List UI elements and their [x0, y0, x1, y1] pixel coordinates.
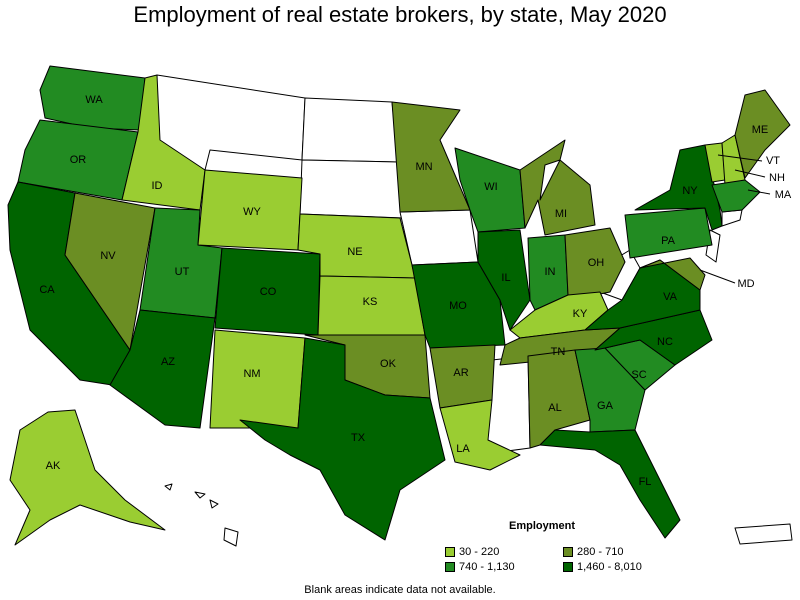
label-TX: TX	[351, 432, 366, 444]
state-HI	[164, 483, 239, 547]
state-MI	[519, 139, 596, 236]
label-GA: GA	[597, 400, 614, 412]
label-OK: OK	[380, 358, 397, 370]
label-MA: MA	[775, 189, 792, 201]
label-NC: NC	[657, 336, 673, 348]
label-KS: KS	[363, 296, 378, 308]
label-NV: NV	[100, 250, 116, 262]
label-VA: VA	[663, 291, 678, 303]
footnote: Blank areas indicate data not available.	[304, 584, 496, 596]
state-ME	[734, 89, 791, 179]
label-IL: IL	[501, 272, 510, 284]
label-PA: PA	[661, 235, 676, 247]
label-AL: AL	[548, 402, 561, 414]
legend-item-4: 1,460 - 8,010	[563, 561, 642, 573]
label-WA: WA	[85, 94, 103, 106]
label-LA: LA	[456, 443, 470, 455]
label-VT: VT	[766, 155, 780, 167]
label-SC: SC	[631, 369, 646, 381]
label-NY: NY	[682, 185, 698, 197]
callout-line-VT	[717, 154, 763, 162]
state-OR	[17, 119, 139, 201]
state-AK	[9, 409, 166, 546]
state-LA	[439, 399, 521, 471]
state-MN	[391, 101, 471, 213]
map-title: Employment of real estate brokers, by st…	[133, 2, 667, 27]
state-FL	[539, 429, 681, 539]
legend-swatch-4	[563, 562, 573, 572]
label-CA: CA	[39, 284, 55, 296]
label-ME: ME	[752, 124, 769, 136]
legend-item-3: 740 - 1,130	[445, 561, 515, 573]
legend: Employment 30 - 220 280 - 710 740 - 1,13…	[445, 518, 665, 574]
label-OR: OR	[70, 154, 87, 166]
label-MO: MO	[449, 300, 467, 312]
label-KY: KY	[573, 308, 588, 320]
label-ID: ID	[152, 180, 163, 192]
label-MN: MN	[415, 161, 432, 173]
state-NY	[634, 144, 723, 231]
state-ID	[121, 74, 206, 211]
state-ND	[301, 97, 399, 163]
legend-swatch-2	[563, 547, 573, 557]
state-IA	[399, 209, 479, 266]
legend-label-4: 1,460 - 8,010	[577, 561, 642, 573]
label-AR: AR	[453, 367, 468, 379]
label-FL: FL	[639, 476, 652, 488]
label-TN: TN	[551, 346, 566, 358]
label-UT: UT	[175, 266, 190, 278]
label-NE: NE	[347, 246, 362, 258]
label-NH: NH	[769, 172, 785, 184]
legend-swatch-1	[445, 547, 455, 557]
label-NM: NM	[243, 368, 260, 380]
territory-PR	[734, 523, 793, 545]
label-MI: MI	[555, 208, 567, 220]
state-AZ	[109, 309, 216, 429]
state-CT	[721, 209, 743, 227]
legend-item-1: 30 - 220	[445, 546, 499, 558]
label-IN: IN	[545, 266, 556, 278]
legend-label-2: 280 - 710	[577, 546, 624, 558]
callout-line-NH	[734, 169, 766, 178]
legend-item-2: 280 - 710	[563, 546, 623, 558]
label-OH: OH	[588, 257, 605, 269]
legend-swatch-3	[445, 562, 455, 572]
label-MD: MD	[737, 278, 754, 290]
callout-line-MD	[699, 269, 736, 284]
state-MA	[711, 179, 761, 213]
state-MD	[639, 257, 706, 291]
legend-label-1: 30 - 220	[459, 546, 500, 558]
label-AZ: AZ	[161, 356, 175, 368]
label-WY: WY	[243, 206, 261, 218]
label-AK: AK	[46, 460, 61, 472]
label-WI: WI	[484, 181, 497, 193]
callout-line-MA	[747, 189, 771, 195]
label-CO: CO	[260, 286, 277, 298]
state-SD	[299, 159, 405, 219]
state-TX	[239, 337, 446, 541]
legend-label-3: 740 - 1,130	[459, 561, 515, 573]
state-PA	[624, 207, 713, 259]
legend-title: Employment	[509, 520, 576, 532]
